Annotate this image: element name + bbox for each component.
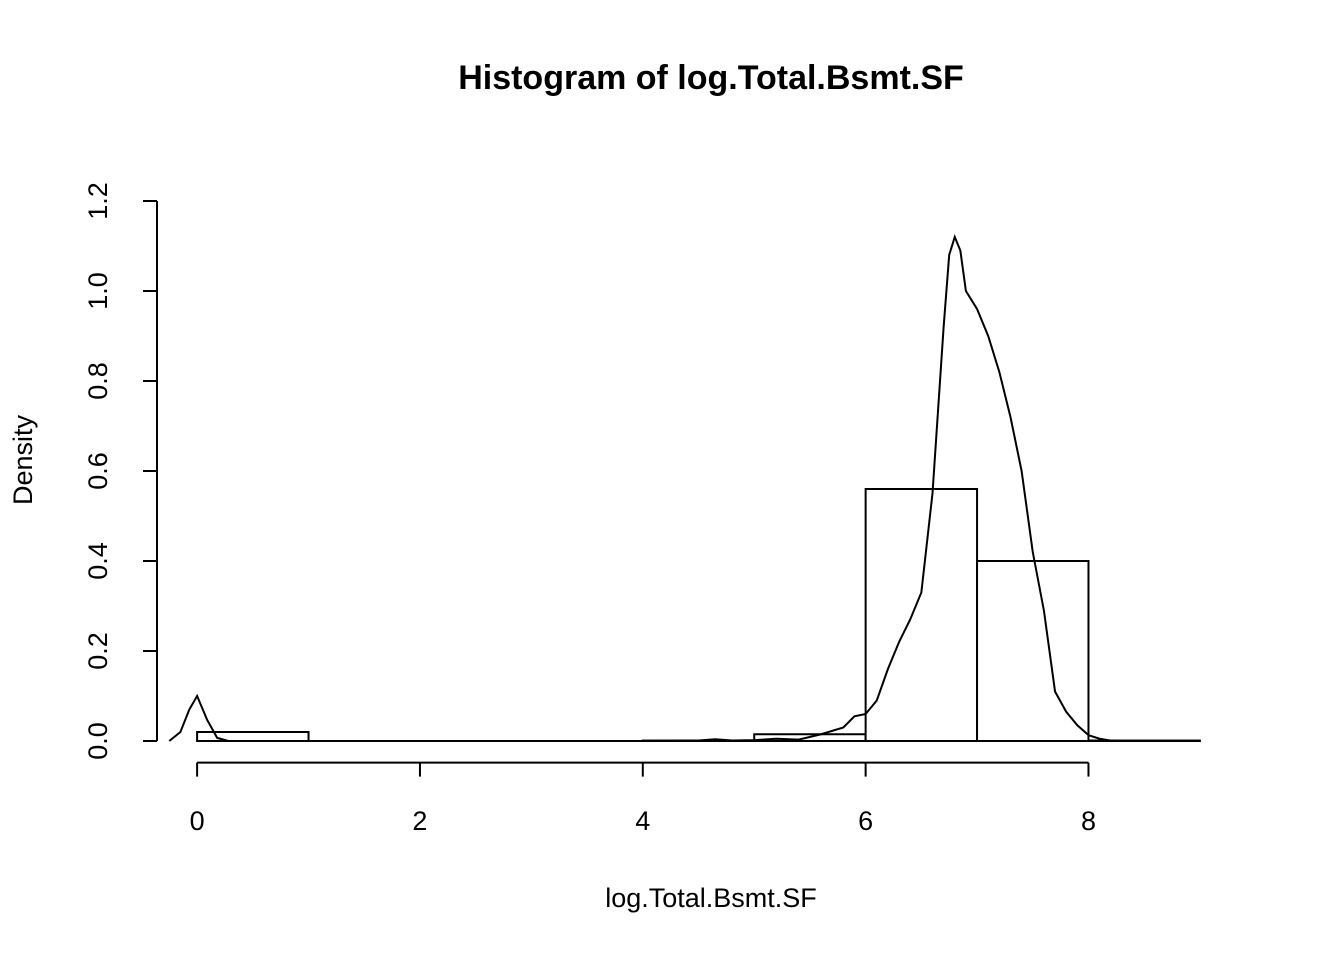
y-tick-label: 0.4 <box>83 542 113 580</box>
x-tick-label: 2 <box>412 806 427 836</box>
x-axis-label: log.Total.Bsmt.SF <box>605 883 817 913</box>
y-tick-label: 0.2 <box>83 632 113 670</box>
y-tick-label: 1.2 <box>83 182 113 220</box>
bar <box>864 488 979 742</box>
x-tick-label: 4 <box>635 806 650 836</box>
density-curve <box>168 234 1200 742</box>
y-axis-label: Density <box>8 414 38 505</box>
x-tick-label: 6 <box>858 806 873 836</box>
chart-title: Histogram of log.Total.Bsmt.SF <box>458 59 964 97</box>
x-tick-label: 8 <box>1081 806 1096 836</box>
y-tick-label: 0.6 <box>83 452 113 490</box>
y-tick-label: 0.0 <box>83 722 113 760</box>
y-tick-label: 0.8 <box>83 362 113 400</box>
y-tick-label: 1.0 <box>83 272 113 310</box>
bar <box>976 560 1090 742</box>
x-tick-label: 0 <box>190 806 205 836</box>
